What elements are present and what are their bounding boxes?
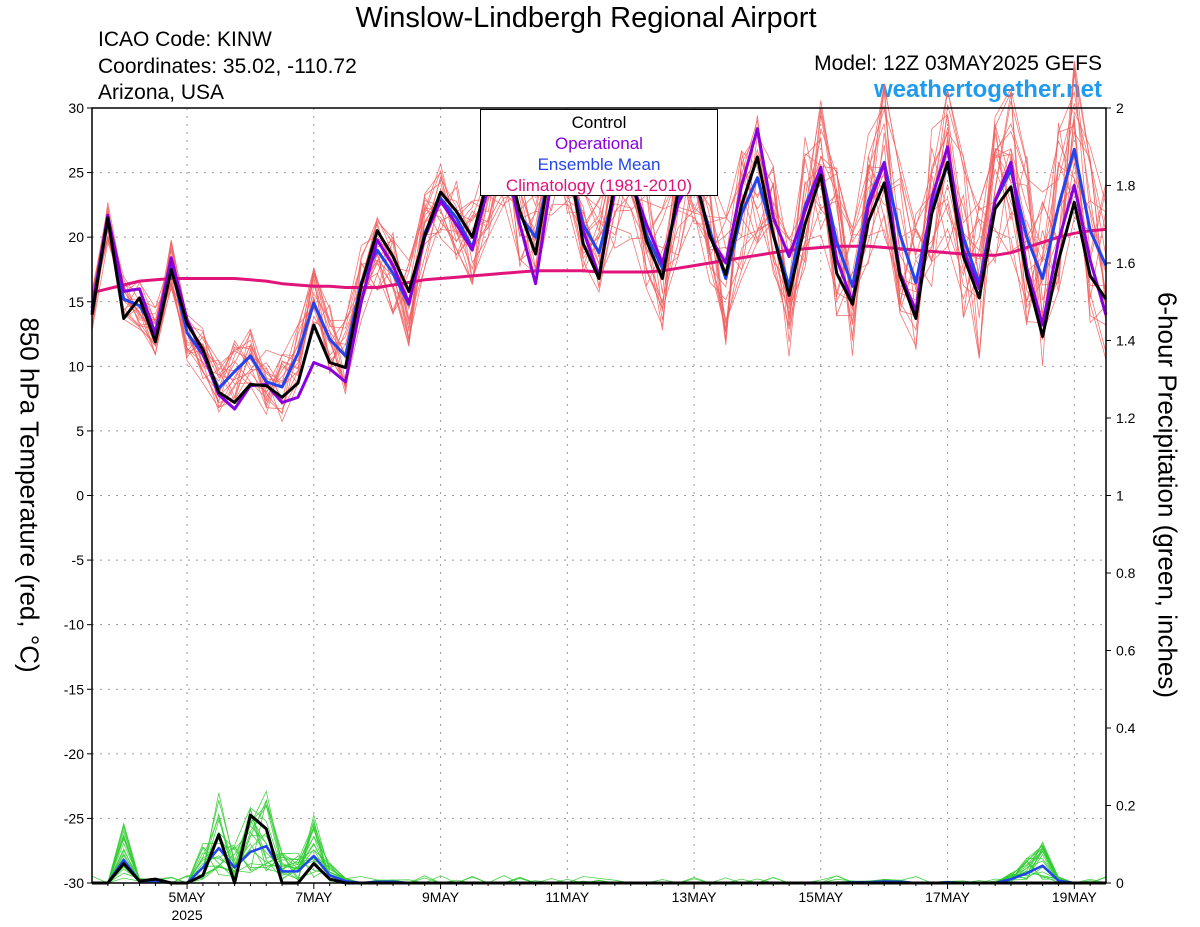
y-tick-label: 15 [68, 294, 84, 310]
y-tick-label: 30 [68, 100, 84, 116]
site-link[interactable]: weathertogether.net [873, 76, 1102, 103]
y2-tick-label: 2 [1116, 100, 1124, 116]
y2-tick-label: 1 [1116, 488, 1124, 504]
member-temperature-line [91, 130, 1107, 392]
y2-tick-label: 0.2 [1116, 798, 1136, 814]
y2-tick-label: 0 [1116, 875, 1124, 891]
x-tick-label: 15MAY [798, 889, 844, 905]
y2-tick-label: 1.8 [1116, 178, 1136, 194]
member-temperature-line [91, 69, 1107, 409]
legend-operational: Operational [555, 134, 643, 153]
x-tick-label: 13MAY [672, 889, 718, 905]
y2-tick-label: 0.6 [1116, 643, 1136, 659]
member-temperature-line [91, 90, 1107, 391]
y-tick-label: 5 [76, 423, 84, 439]
y-tick-label: -30 [64, 875, 84, 891]
x-tick-label: 19MAY [1052, 889, 1098, 905]
x-tick-label: 5MAY [169, 889, 207, 905]
y-tick-label: -10 [64, 617, 84, 633]
x-tick-label: 9MAY [422, 889, 460, 905]
y-tick-label: -15 [64, 681, 84, 697]
y2-tick-label: 1.2 [1116, 410, 1136, 426]
member-temperature-line [91, 90, 1107, 382]
member-temperature-line [91, 119, 1107, 394]
series-control-line [90, 145, 1108, 404]
x-tick-year: 2025 [171, 907, 202, 923]
x-tick-label: 11MAY [545, 889, 589, 905]
member-temperature-line [91, 90, 1107, 410]
member-temperature-line [91, 90, 1107, 413]
y2-tick-label: 1.4 [1116, 333, 1136, 349]
icao-code: ICAO Code: KINW [98, 28, 272, 51]
legend: Control Operational Ensemble Mean Climat… [480, 109, 718, 196]
legend-ensemble-mean: Ensemble Mean [537, 155, 661, 174]
legend-control: Control [571, 113, 627, 132]
region: Arizona, USA [98, 81, 225, 104]
x-tick-label: 17MAY [925, 889, 971, 905]
y-tick-label: -25 [64, 810, 84, 826]
y2-tick-label: 0.4 [1116, 720, 1136, 736]
y-tick-label: -5 [72, 552, 85, 568]
y2-tick-label: 1.6 [1116, 255, 1136, 271]
model-run: Model: 12Z 03MAY2025 GEFS [814, 52, 1102, 75]
y-tick-label: 10 [68, 358, 84, 374]
y-tick-label: -20 [64, 746, 84, 762]
member-temperature-line [91, 84, 1107, 423]
y2-tick-label: 0.8 [1116, 565, 1136, 581]
y-tick-label: 0 [76, 488, 84, 504]
x-tick-label: 7MAY [295, 889, 333, 905]
chart-title: Winslow-Lindbergh Regional Airport [355, 2, 817, 34]
legend-climatology: Climatology (1981-2010) [505, 176, 693, 195]
coordinates: Coordinates: 35.02, -110.72 [98, 55, 357, 78]
plot-frame [91, 107, 1107, 884]
y-tick-label: 25 [68, 165, 84, 181]
y-tick-label: 20 [68, 229, 84, 245]
